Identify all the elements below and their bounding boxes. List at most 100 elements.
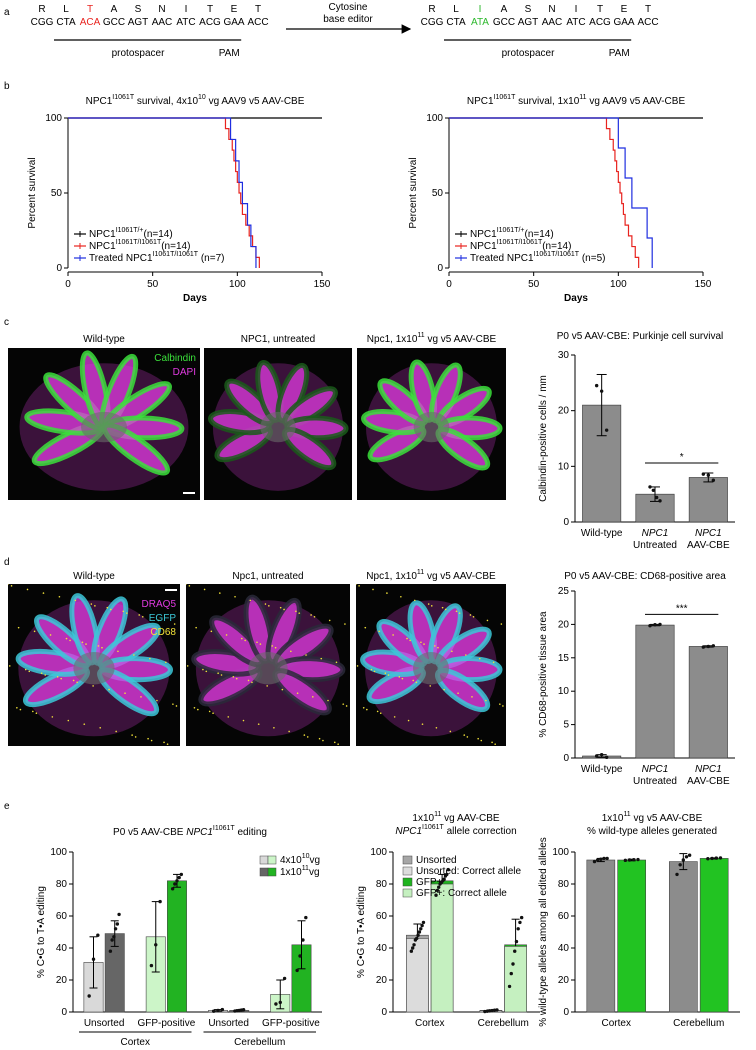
text-run: 0 xyxy=(563,1007,569,1018)
legend-swatch xyxy=(402,877,413,887)
codon: CGG xyxy=(421,17,444,28)
stain-dot xyxy=(175,705,178,707)
survival-curve xyxy=(68,117,257,268)
stain-dot xyxy=(366,708,368,711)
text-run: Untreated xyxy=(633,540,677,551)
stain-dot xyxy=(318,737,321,740)
text-run: ATA xyxy=(471,17,489,28)
bar xyxy=(167,880,187,1013)
y-tick-label: 20 xyxy=(56,975,68,986)
data-point xyxy=(718,856,723,860)
text-run: 0 xyxy=(437,263,443,274)
text-run: 5 xyxy=(563,719,569,730)
text-run: AGT xyxy=(518,17,539,28)
x-tick-label: AAV-CBE xyxy=(687,776,730,787)
text-run: T xyxy=(207,4,213,15)
text-run: 11 xyxy=(434,811,441,818)
legend-swatch xyxy=(267,867,277,877)
stain-label: EGFP xyxy=(149,613,177,624)
data-point xyxy=(282,976,287,981)
x-tick-label: Untreated xyxy=(633,540,677,551)
text-run: ACG xyxy=(199,17,221,28)
image-label: Wild-type xyxy=(83,334,125,345)
panel-label: c xyxy=(4,317,9,328)
stain-dot xyxy=(430,605,433,607)
stain-dot xyxy=(266,685,268,687)
stain-dot xyxy=(288,730,290,733)
text-run: 11 xyxy=(417,332,424,339)
bar xyxy=(430,883,454,1013)
stain-dot xyxy=(441,606,444,609)
stain-dot xyxy=(74,599,77,602)
stain-dot xyxy=(335,661,338,664)
text-run: Npc1, 1x10 xyxy=(367,334,418,345)
amino-acid: T xyxy=(255,4,261,15)
text-run: * xyxy=(680,452,684,463)
stain-dot xyxy=(188,585,191,587)
data-point xyxy=(592,859,597,864)
x-tick-label: AAV-CBE xyxy=(687,540,730,551)
text-run: 1x10 xyxy=(280,867,302,878)
text-run: Calbindin-positive cells / mm xyxy=(538,375,549,502)
text-run: % wild-type alleles among all edited all… xyxy=(538,837,549,1027)
stain-dot xyxy=(17,626,20,629)
stain-dot xyxy=(356,584,357,585)
data-point xyxy=(412,943,416,947)
text-run: 0 xyxy=(381,1007,387,1018)
legend-label: NPC1I1061T/I1061T(n=14) xyxy=(470,239,571,251)
amino-acid: A xyxy=(501,4,508,15)
stain-dot xyxy=(227,716,230,718)
stain-dot xyxy=(312,696,314,698)
data-point xyxy=(304,915,308,920)
data-point xyxy=(220,1007,225,1012)
data-point xyxy=(687,853,692,857)
text-run: T xyxy=(87,4,93,15)
y-tick-label: 0 xyxy=(381,1007,387,1018)
data-point xyxy=(87,994,91,998)
text-run: NPC1 xyxy=(642,764,669,775)
stain-dot xyxy=(486,619,489,622)
stain-dot xyxy=(485,699,487,702)
text-run: DRAQ5 xyxy=(142,599,177,610)
tissue xyxy=(356,584,504,745)
y-tick-label: 25 xyxy=(558,586,570,597)
bar xyxy=(688,477,728,523)
stain-dot xyxy=(225,634,228,636)
stain-dot xyxy=(235,677,238,680)
stain-dot xyxy=(10,585,13,587)
data-point xyxy=(599,389,604,393)
stain-dot xyxy=(40,672,43,674)
y-tick-label: 100 xyxy=(426,113,443,124)
stain-dot xyxy=(163,741,165,744)
stain-dot xyxy=(257,723,260,725)
chart-title: NPC1I1061T survival, 1x1011 vg AAV9 v5 A… xyxy=(467,94,686,106)
data-point xyxy=(409,949,414,953)
text-run: T xyxy=(597,4,603,15)
text-run: Cerebellum xyxy=(234,1037,285,1048)
stain-dot xyxy=(295,610,297,613)
stain-dot xyxy=(303,734,306,736)
y-tick-label: 0 xyxy=(61,1007,67,1018)
stain-dot xyxy=(259,643,262,645)
stain-dot xyxy=(494,743,496,745)
data-point xyxy=(710,856,714,861)
data-point xyxy=(518,920,522,925)
text-run: NPC1 xyxy=(186,827,213,838)
data-point xyxy=(154,943,158,947)
stain-dot xyxy=(421,723,424,725)
panel-label: b xyxy=(4,81,10,92)
stain-dot xyxy=(378,630,380,633)
text-run: Percent survival xyxy=(408,157,419,228)
data-point xyxy=(419,927,423,931)
text-run: 50 xyxy=(147,279,159,290)
text-run: Npc1, untreated xyxy=(232,571,303,582)
text-run: I1061T/+ xyxy=(497,227,525,234)
text-run: vg xyxy=(309,855,320,866)
text-run: 20 xyxy=(376,975,388,986)
text-run: vg v5 AAV-CBE xyxy=(424,571,496,582)
text-run: NPC1 xyxy=(470,229,497,240)
stain-dot xyxy=(208,710,211,713)
stain-dot xyxy=(458,612,461,614)
codon: GCC xyxy=(493,17,515,28)
x-tick-label: 100 xyxy=(229,279,246,290)
